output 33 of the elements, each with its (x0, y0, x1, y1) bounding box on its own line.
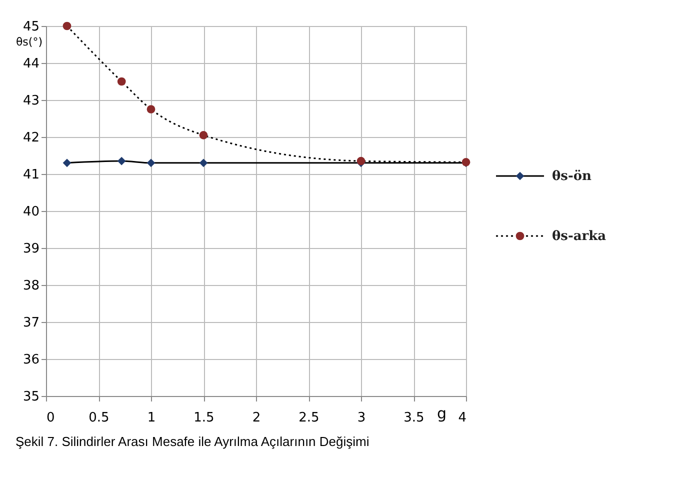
point (199, 158, 208, 168)
y-tick-label: 44 (22, 56, 40, 72)
y-tick-label: 37 (22, 316, 40, 330)
y-tick-label: 36 (22, 352, 40, 368)
point (62, 158, 72, 168)
x-tick-label: 4 (458, 410, 466, 426)
x-tick-label: 3 (357, 410, 366, 426)
y-tick-label: 39 (22, 242, 40, 256)
legend-label: θs-arka (552, 229, 607, 244)
x-tick-label: 2.5 (298, 410, 320, 426)
y-tick-label: 43 (22, 94, 40, 108)
y-tick-label: 38 (22, 278, 40, 294)
text: Şekil 7. Silindirler Arası Mesafe ile Ayrılma Açılarının Değişimi (15, 434, 370, 449)
x-tick-label: 0.5 (88, 410, 110, 426)
y-tick-label: 42 (22, 130, 40, 146)
x-tick-label: 3.5 (404, 410, 424, 426)
legend-label: θs-ön (552, 169, 592, 184)
x-tick-label: 2 (252, 410, 261, 426)
point (146, 158, 156, 168)
x-tick-label: 0 (46, 410, 55, 426)
point (62, 22, 72, 30)
x-tick-label: 1.5 (194, 410, 214, 426)
point (117, 77, 126, 86)
y-tick-label: 45 (22, 20, 40, 34)
point (146, 105, 156, 114)
x-tick-label: 1 (147, 410, 156, 426)
point (117, 156, 126, 166)
x-axis-title: g (436, 404, 446, 422)
y-tick-label: 41 (22, 168, 40, 182)
point (199, 130, 208, 140)
y-tick-label: 35 (22, 390, 40, 404)
y-tick-label: 40 (22, 204, 40, 220)
y-axis-title: θs(°) (16, 36, 42, 48)
